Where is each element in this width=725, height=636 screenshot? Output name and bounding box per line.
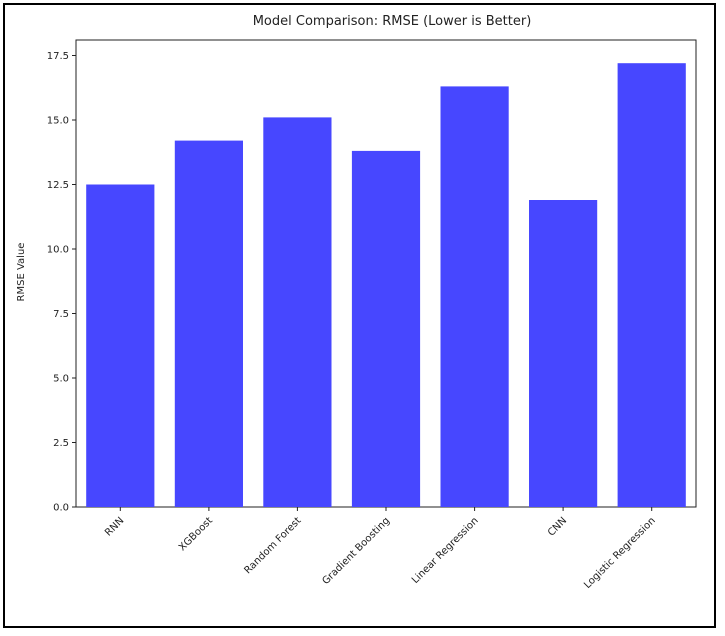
x-tick-label: XGBoost	[177, 515, 215, 553]
x-tick-label: Gradient Boosting	[320, 515, 392, 587]
y-tick-label: 2.5	[53, 438, 69, 449]
y-axis-label: RMSE Value	[16, 243, 27, 302]
y-tick-label: 12.5	[47, 180, 69, 191]
bar-cnn	[529, 200, 598, 507]
bar-gradient-boosting	[351, 150, 421, 507]
x-tick-label: Random Forest	[243, 515, 304, 576]
chart-title: Model Comparison: RMSE (Lower is Better)	[253, 14, 532, 29]
x-tick-label: Linear Regression	[410, 515, 481, 586]
x-tick-label: CNN	[546, 515, 569, 538]
y-tick-label: 0.0	[53, 503, 69, 514]
bar-random-forest	[263, 117, 332, 508]
bar-xgboost	[174, 140, 243, 507]
y-tick-label: 17.5	[47, 51, 69, 62]
y-tick-label: 7.5	[53, 309, 69, 320]
y-tick-label: 10.0	[47, 245, 69, 256]
bar-logistic-regression	[617, 63, 686, 507]
y-tick-label: 5.0	[53, 374, 69, 385]
plot-area: 0.0 2.5 5.0 7.5 10.0 12.5 15.0 17.5 RNN XGBoost Ra…	[47, 39, 697, 591]
x-tick-label: RNN	[103, 515, 126, 538]
x-tick-label: Logistic Regression	[582, 515, 658, 591]
bar-rnn	[86, 184, 155, 507]
bar-linear-regression	[440, 86, 509, 508]
y-tick-label: 15.0	[47, 116, 69, 127]
